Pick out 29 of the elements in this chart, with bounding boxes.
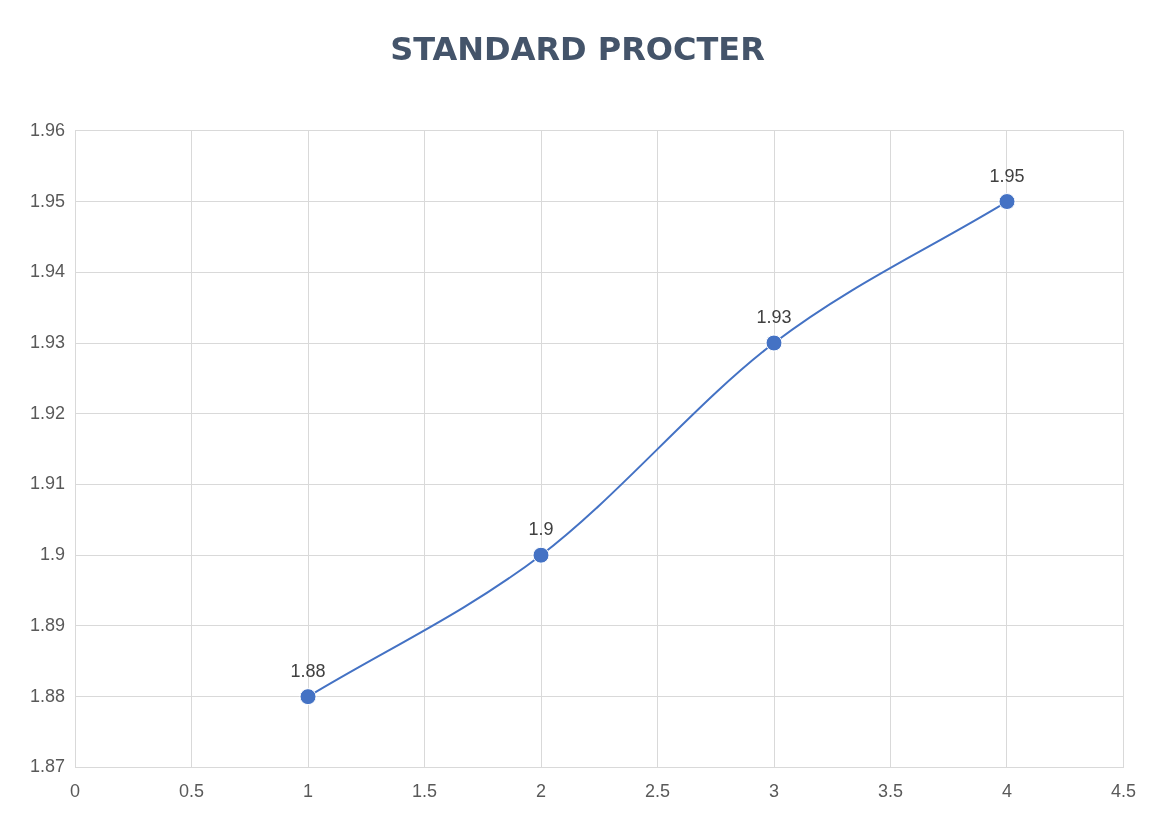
x-tick-label: 2.5 (644, 781, 671, 802)
y-tick-label: 1.89 (29, 614, 66, 635)
y-tick-label: 1.93 (29, 331, 66, 352)
x-tick-label: 4.5 (1110, 781, 1136, 802)
point (998, 193, 1016, 211)
x-tick-label: 2 (536, 781, 547, 802)
x-tick-label: 0 (70, 781, 81, 802)
chart-title: STANDARD PROCTER (389, 30, 766, 68)
x-tick-label: 3.5 (877, 781, 904, 802)
point (299, 688, 317, 706)
point (532, 546, 550, 564)
data-label: 1.95 (989, 165, 1025, 186)
x-tick-label: 3 (769, 781, 780, 802)
x-tick-label: 1 (303, 781, 314, 802)
data-label: 1.88 (290, 660, 326, 681)
y-tick-label: 1.9 (40, 544, 66, 565)
point (765, 334, 783, 352)
y-tick-label: 1.92 (29, 402, 66, 423)
y-tick-label: 1.87 (29, 756, 66, 777)
x-tick-label: 4 (1001, 781, 1012, 802)
y-tick-label: 1.95 (29, 190, 66, 211)
y-tick-label: 1.88 (29, 685, 66, 706)
data-label: 1.93 (756, 306, 792, 327)
y-tick-label: 1.96 (29, 119, 66, 140)
data-label: 1.9 (528, 519, 554, 540)
x-tick-label: 0.5 (179, 781, 205, 802)
y-tick-label: 1.94 (29, 261, 66, 282)
x-tick-label: 1.5 (412, 781, 438, 802)
y-tick-label: 1.91 (29, 473, 66, 494)
